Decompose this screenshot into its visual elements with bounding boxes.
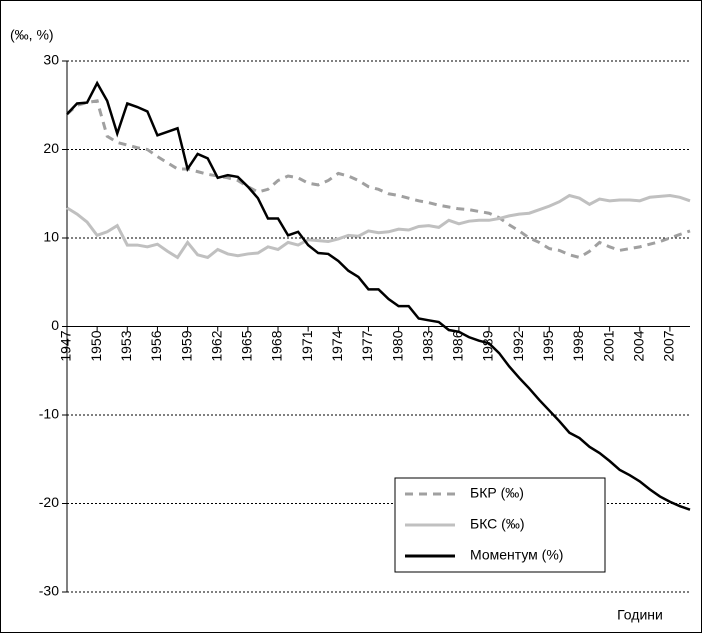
y-tick-label: 20 (43, 140, 59, 156)
y-tick-label: 10 (43, 229, 59, 245)
x-tick-label: 1977 (359, 330, 375, 361)
legend-label: БКР (‰) (470, 485, 524, 501)
x-tick-label: 1959 (178, 330, 194, 361)
x-tick-label: 2001 (600, 330, 616, 361)
x-tick-label: 1986 (450, 330, 466, 361)
x-tick-label: 1956 (148, 330, 164, 361)
x-tick-label: 1968 (269, 330, 285, 361)
x-tick-label: 1980 (389, 330, 405, 361)
legend: БКР (‰) БКС (‰) Моментум (%) (394, 477, 606, 573)
legend-label: БКС (‰) (470, 516, 525, 532)
x-axis-label: Години (617, 607, 663, 623)
x-tick-label: 1962 (208, 330, 224, 361)
x-tick-label: 1983 (419, 330, 435, 361)
x-tick-label: 2004 (630, 330, 646, 361)
x-tick-label: 1995 (540, 330, 556, 361)
x-tick-label: 1974 (329, 330, 345, 361)
series-line (66, 99, 691, 260)
y-axis-label: (‰, %) (10, 27, 54, 43)
x-tick-label: 1947 (58, 330, 74, 361)
legend-label: Моментум (%) (470, 547, 563, 563)
y-tick-label: -10 (39, 406, 59, 422)
series-line (66, 193, 691, 260)
x-tick-label: 1965 (239, 330, 255, 361)
y-tick-label: -30 (39, 583, 59, 599)
y-tick-label: 0 (51, 317, 59, 333)
y-tick-label: -20 (39, 494, 59, 510)
series-line (66, 80, 691, 511)
x-tick-label: 1953 (118, 330, 134, 361)
y-tick-label: 30 (43, 52, 59, 68)
x-tick-label: 1992 (510, 330, 526, 361)
x-tick-label: 1998 (570, 330, 586, 361)
x-tick-label: 1950 (88, 330, 104, 361)
x-tick-label: 1989 (480, 330, 496, 361)
x-tick-label: 2007 (661, 330, 677, 361)
x-tick-label: 1971 (299, 330, 315, 361)
